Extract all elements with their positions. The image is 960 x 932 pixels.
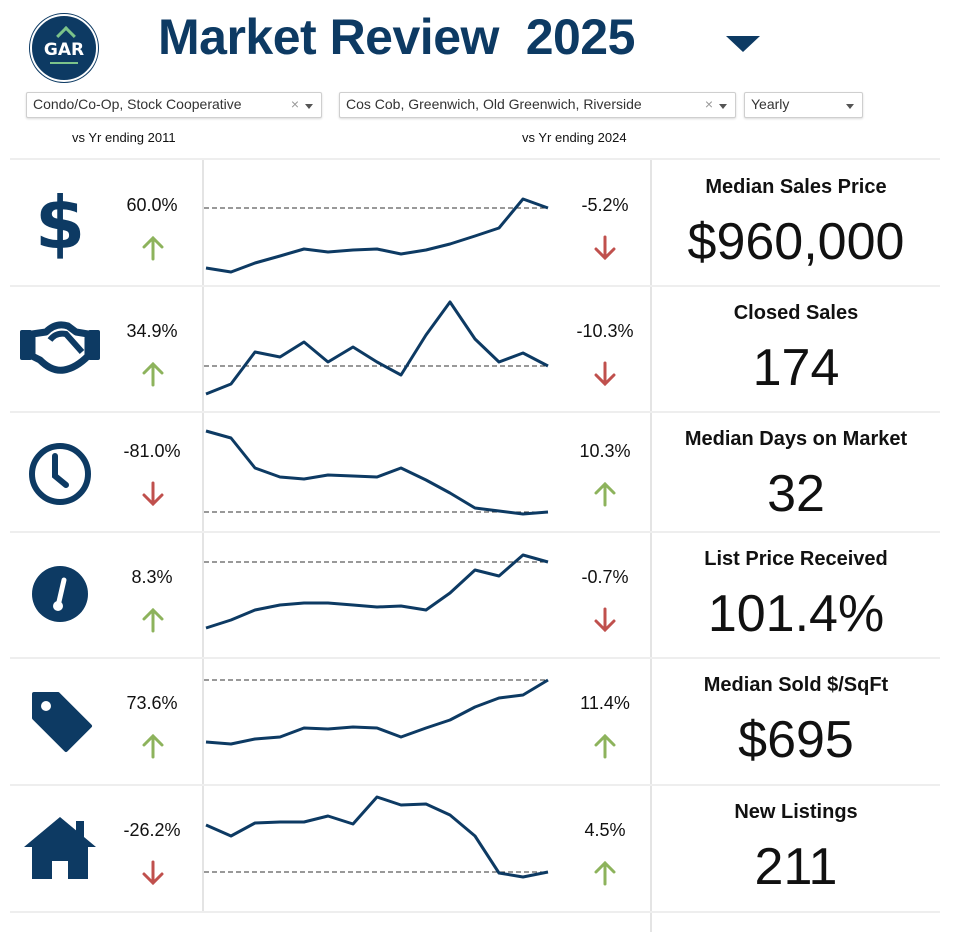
price-tag-icon bbox=[32, 692, 92, 752]
divider bbox=[650, 160, 652, 932]
metric-row: 73.6% 11.4% Median Sold $/SqFt $695 bbox=[0, 658, 960, 786]
trend-sparkline bbox=[205, 300, 549, 396]
title-text: Market Review bbox=[158, 9, 499, 65]
property-type-select[interactable]: Condo/Co-Op, Stock Cooperative × bbox=[26, 92, 322, 118]
divider bbox=[10, 158, 940, 160]
change-vs-2024: 10.3% bbox=[579, 441, 631, 461]
change-vs-2024: -5.2% bbox=[581, 195, 629, 215]
arrow-up-icon bbox=[590, 479, 620, 509]
metric-title: Median Sales Price bbox=[705, 176, 887, 198]
arrow-down-icon bbox=[590, 233, 620, 263]
metric-value: 32 bbox=[767, 465, 825, 523]
change-vs-2024: -0.7% bbox=[581, 567, 629, 587]
year-value: 2025 bbox=[525, 9, 636, 65]
change-vs-2011: 73.6% bbox=[126, 693, 178, 713]
change-vs-2011: -81.0% bbox=[123, 441, 181, 461]
arrow-down-icon bbox=[138, 858, 168, 888]
metric-value: 101.4% bbox=[707, 585, 885, 643]
change-vs-2011: 60.0% bbox=[126, 195, 178, 215]
clock-icon bbox=[29, 443, 91, 505]
metric-row: 34.9% -10.3% Closed Sales 174 bbox=[0, 286, 960, 413]
metric-row: 8.3% -0.7% List Price Received 101.4% bbox=[0, 532, 960, 659]
trend-sparkline bbox=[205, 429, 549, 516]
year-dropdown-caret-icon[interactable] bbox=[726, 36, 760, 52]
change-vs-2024: 4.5% bbox=[584, 820, 626, 840]
metric-title: Median Sold $/SqFt bbox=[703, 674, 889, 696]
change-vs-2011: 8.3% bbox=[131, 567, 173, 587]
change-vs-2011: -26.2% bbox=[123, 820, 181, 840]
arrow-up-icon bbox=[138, 233, 168, 263]
gar-logo: GAR bbox=[30, 14, 98, 82]
arrow-up-icon bbox=[138, 731, 168, 761]
metric-row: -26.2% 4.5% New Listings 211 bbox=[0, 785, 960, 913]
arrow-down-icon bbox=[590, 605, 620, 635]
divider bbox=[10, 657, 940, 659]
metric-title: New Listings bbox=[734, 801, 858, 823]
chevron-down-icon[interactable] bbox=[305, 104, 313, 109]
handshake-icon bbox=[20, 321, 100, 374]
compare-right-label: vs Yr ending 2024 bbox=[522, 130, 627, 145]
change-vs-2024: 11.4% bbox=[580, 693, 630, 713]
divider bbox=[10, 911, 940, 913]
divider bbox=[10, 531, 940, 533]
divider bbox=[10, 411, 940, 413]
dollar-icon: $ bbox=[35, 182, 85, 262]
arrow-up-icon bbox=[138, 605, 168, 635]
metric-title: Closed Sales bbox=[733, 302, 859, 324]
arrow-up-icon bbox=[138, 359, 168, 389]
area-value: Cos Cob, Greenwich, Old Greenwich, River… bbox=[346, 96, 642, 112]
svg-text:$: $ bbox=[35, 182, 85, 262]
gauge-icon bbox=[32, 566, 88, 622]
metric-value: 211 bbox=[754, 838, 838, 896]
arrow-up-icon bbox=[590, 858, 620, 888]
trend-sparkline bbox=[205, 553, 549, 630]
house-icon bbox=[24, 817, 96, 879]
trend-sparkline bbox=[205, 678, 549, 746]
arrow-up-icon bbox=[590, 731, 620, 761]
clear-icon[interactable]: × bbox=[290, 96, 299, 112]
chevron-down-icon[interactable] bbox=[846, 104, 854, 109]
metric-value: $695 bbox=[738, 711, 854, 769]
page-title: Market Review 2025 bbox=[158, 8, 635, 66]
change-vs-2011: 34.9% bbox=[126, 321, 178, 341]
period-select[interactable]: Yearly bbox=[744, 92, 863, 118]
logo-text: GAR bbox=[43, 40, 85, 60]
change-vs-2024: -10.3% bbox=[576, 321, 634, 341]
divider bbox=[10, 285, 940, 287]
metric-value: $960,000 bbox=[687, 213, 905, 271]
compare-left-label: vs Yr ending 2011 bbox=[72, 130, 176, 145]
trend-sparkline bbox=[205, 197, 549, 274]
period-value: Yearly bbox=[751, 96, 790, 112]
metric-row: -81.0% 10.3% Median Days on Market 32 bbox=[0, 412, 960, 533]
divider bbox=[202, 160, 204, 912]
chevron-down-icon[interactable] bbox=[719, 104, 727, 109]
arrow-down-icon bbox=[590, 359, 620, 389]
metric-title: List Price Received bbox=[704, 548, 888, 570]
metric-value: 174 bbox=[752, 339, 840, 397]
metric-title: Median Days on Market bbox=[684, 428, 908, 450]
divider bbox=[10, 784, 940, 786]
area-select[interactable]: Cos Cob, Greenwich, Old Greenwich, River… bbox=[339, 92, 736, 118]
arrow-down-icon bbox=[138, 479, 168, 509]
metric-row: $60.0% -5.2% Median Sales Price $960,000 bbox=[0, 160, 960, 287]
property-type-value: Condo/Co-Op, Stock Cooperative bbox=[33, 96, 242, 112]
trend-sparkline bbox=[205, 795, 549, 879]
clear-icon[interactable]: × bbox=[704, 96, 713, 112]
